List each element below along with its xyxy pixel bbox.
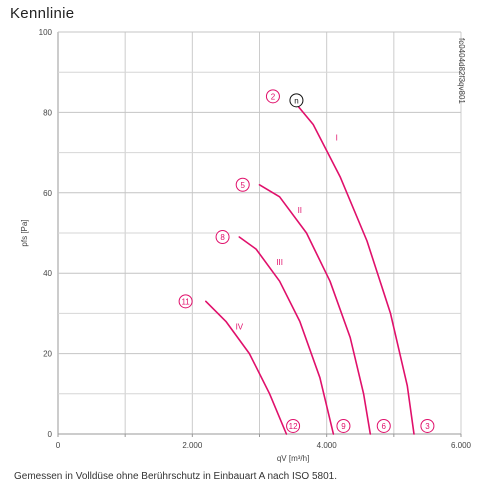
- y-tick-label: 100: [39, 28, 53, 37]
- y-tick-label: 80: [43, 108, 52, 117]
- series-curve-III: [238, 236, 335, 435]
- marker-circle-8: [215, 230, 230, 245]
- marker-circle-n: [289, 93, 304, 108]
- marker-label-12: 12: [289, 422, 298, 431]
- curve-label-II: II: [298, 206, 302, 215]
- curve-label-III: III: [276, 258, 283, 267]
- marker-label-6: 6: [382, 422, 387, 431]
- x-tick-label: 4.000: [317, 441, 338, 450]
- marker-label-n: n: [294, 96, 298, 105]
- x-tick-label: 2.000: [182, 441, 203, 450]
- marker-label-3: 3: [425, 422, 430, 431]
- x-tick-label: 0: [56, 441, 61, 450]
- series-curve-II: [258, 184, 372, 435]
- axis-ticks: 0 20 40 60 80 100 0 2.000 4.000 6.000: [39, 28, 472, 450]
- y-tick-label: 60: [43, 189, 52, 198]
- y-tick-label: 0: [48, 430, 53, 439]
- x-axis-label: qV [m³/h]: [277, 454, 309, 463]
- marker-circle-9: [336, 418, 351, 433]
- marker-label-9: 9: [341, 422, 346, 431]
- y-axis-label: pfs [Pa]: [20, 219, 29, 246]
- curve-label-IV: IV: [236, 322, 244, 331]
- marker-circle-2: [265, 89, 280, 104]
- marker-label-2: 2: [271, 92, 276, 101]
- marker-circle-11: [178, 294, 193, 309]
- series-curve-IV: [205, 300, 288, 435]
- grid-lines: [57, 31, 462, 437]
- y-tick-label: 40: [43, 269, 52, 278]
- y-tick-label: 20: [43, 350, 52, 359]
- marker-circle-3: [420, 418, 435, 433]
- marker-label-11: 11: [181, 297, 190, 306]
- operating-point-markers: 2 n 5 8 11 12 9 6 3: [178, 89, 435, 433]
- series-curves: [205, 99, 415, 435]
- drawing-code: fc0404d82f3qv801: [457, 38, 466, 104]
- marker-label-8: 8: [220, 233, 225, 242]
- marker-label-5: 5: [240, 181, 245, 190]
- series-curve-I: [292, 99, 415, 435]
- marker-circle-6: [376, 418, 391, 433]
- footnote: Gemessen in Volldüse ohne Berührschutz i…: [14, 471, 337, 482]
- curve-label-I: I: [336, 134, 338, 143]
- marker-circle-12: [286, 418, 301, 433]
- page-title: Kennlinie: [10, 5, 75, 22]
- x-tick-label: 6.000: [451, 441, 472, 450]
- marker-circle-5: [235, 177, 250, 192]
